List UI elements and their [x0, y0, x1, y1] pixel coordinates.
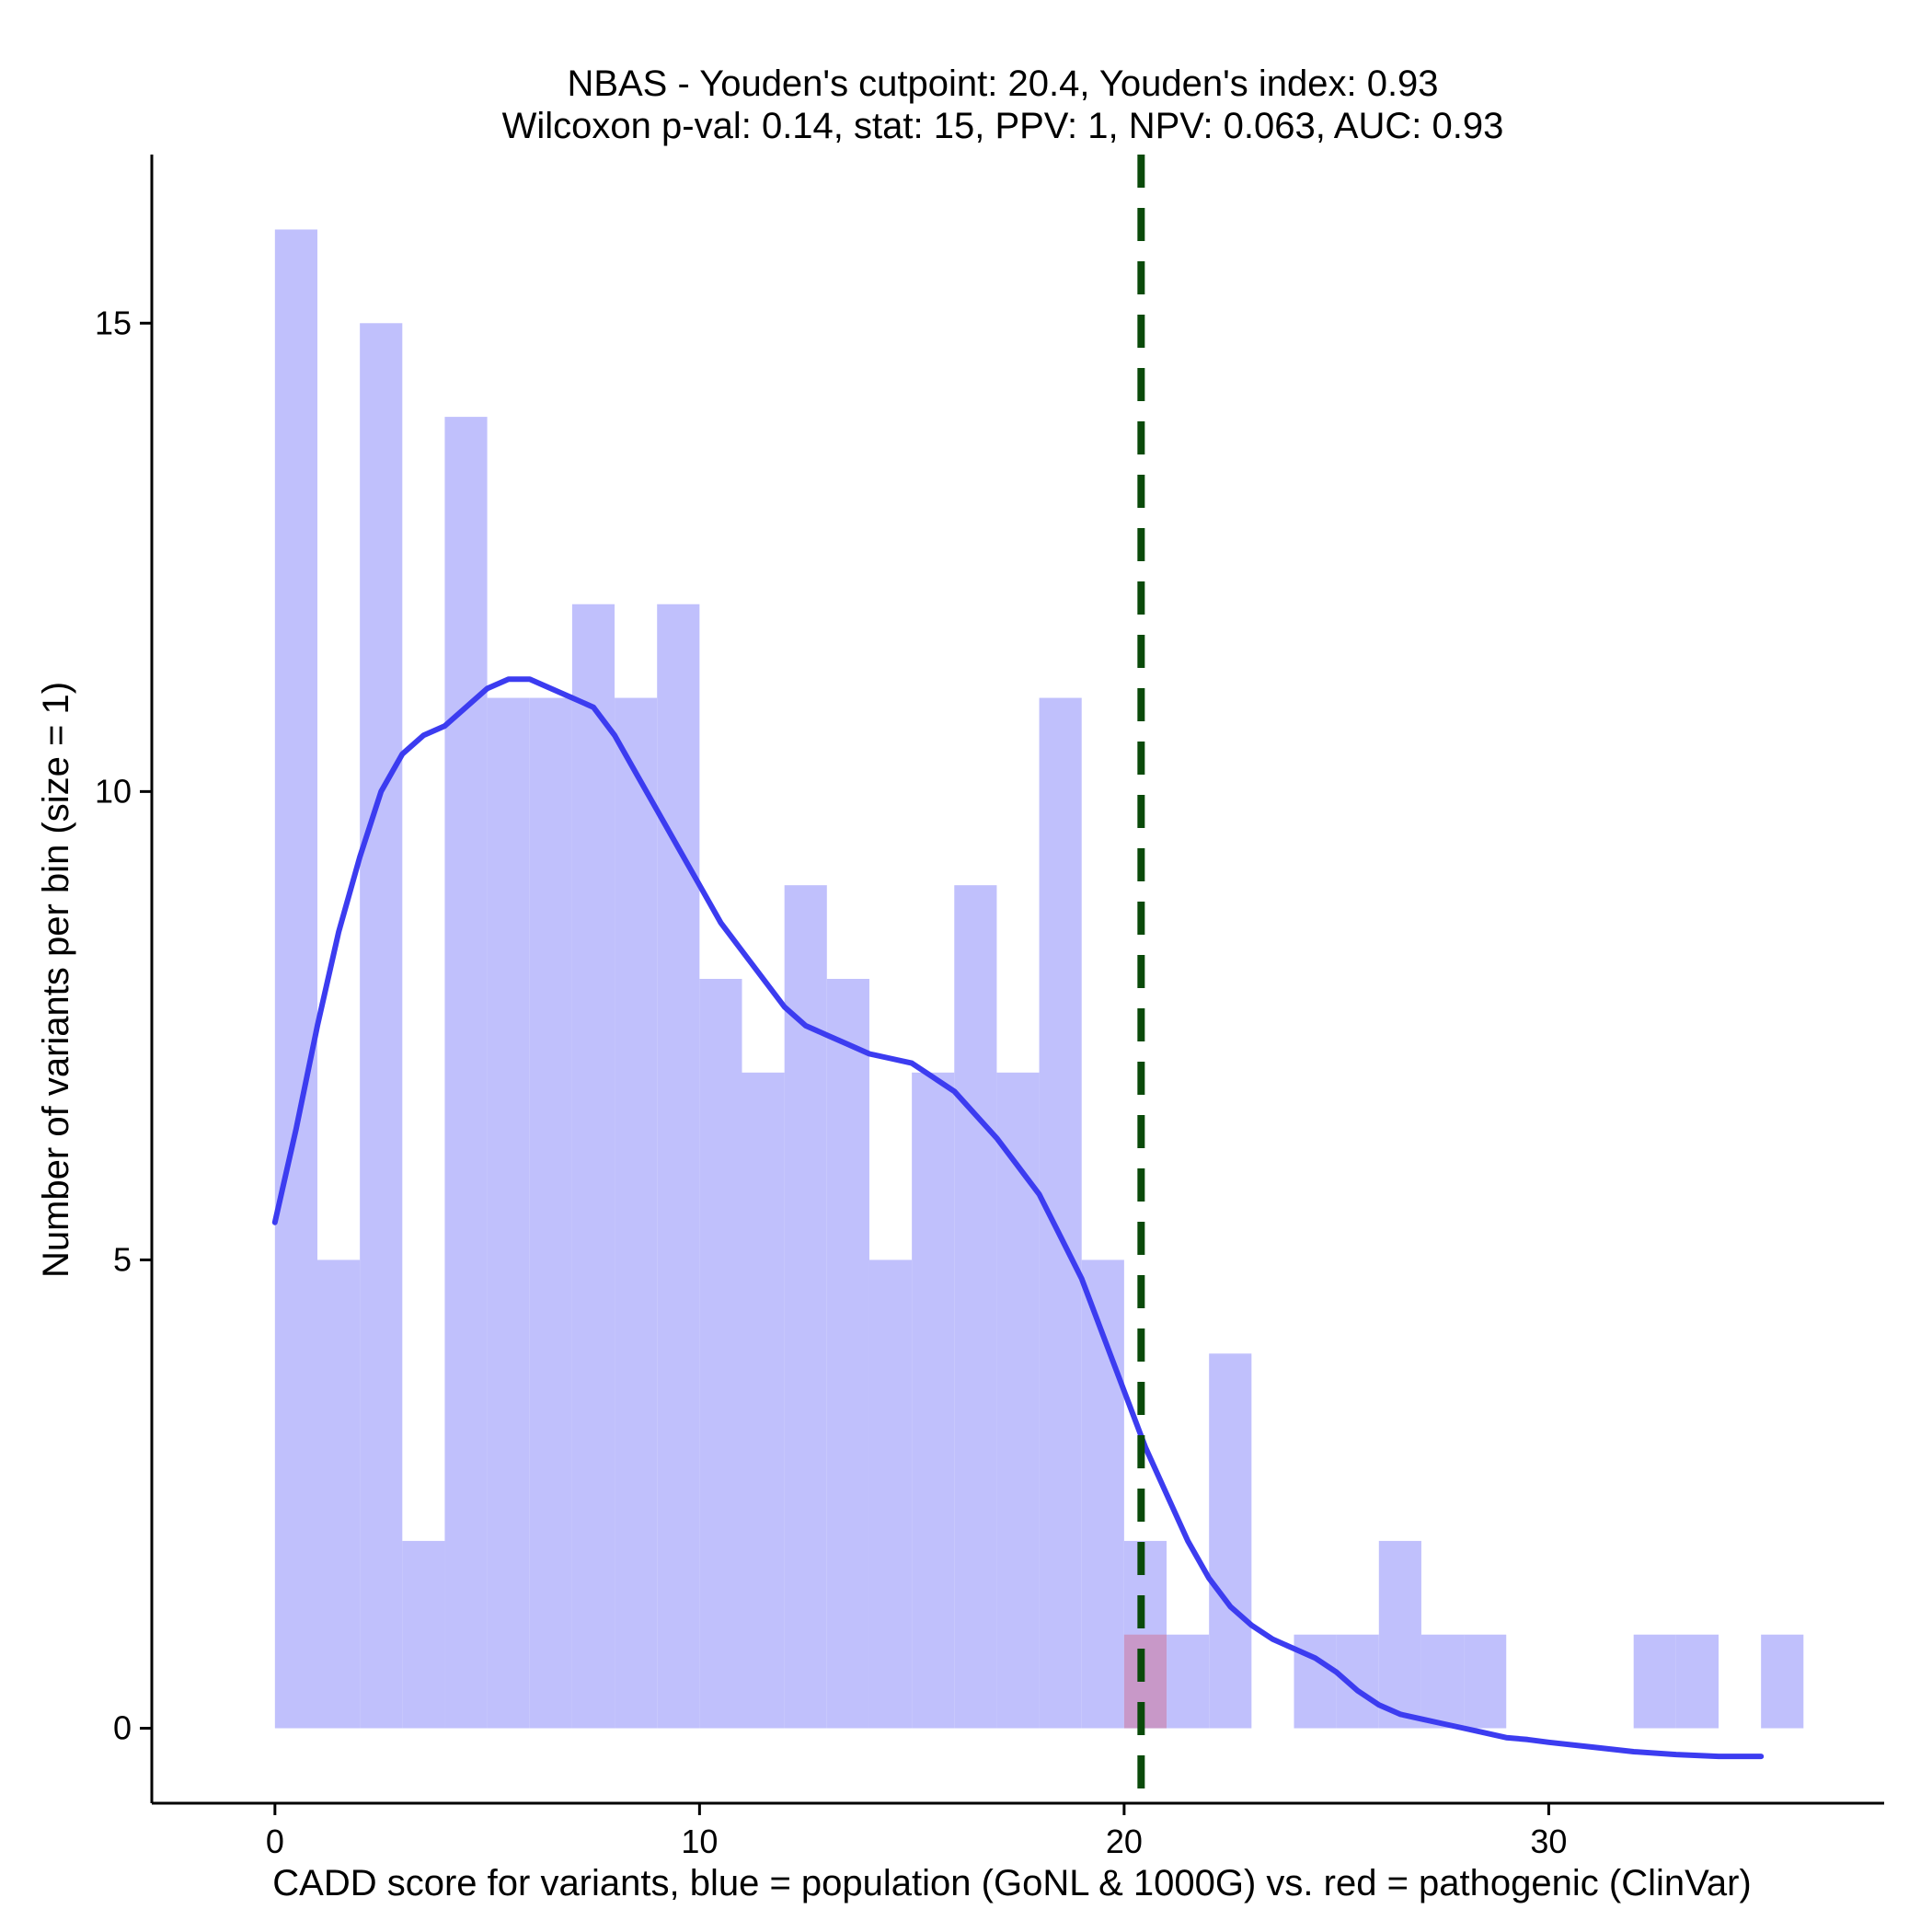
population-bar	[1378, 1540, 1421, 1729]
y-tick-label: 10	[95, 772, 132, 810]
population-bar	[1675, 1634, 1719, 1729]
y-tick-label: 15	[95, 304, 132, 341]
population-bar	[699, 979, 742, 1729]
population-bar	[529, 697, 572, 1729]
pathogenic-bars	[1123, 1634, 1167, 1729]
population-bar	[868, 1259, 913, 1729]
pathogenic-bar	[1123, 1634, 1167, 1729]
population-bar	[571, 604, 615, 1729]
x-tick-label: 30	[1530, 1823, 1567, 1860]
population-bar	[1209, 1353, 1252, 1729]
y-tick-label: 0	[113, 1709, 132, 1747]
chart-subtitle: Wilcoxon p-val: 0.14, stat: 15, PPV: 1, …	[502, 106, 1504, 146]
population-bar	[274, 229, 317, 1729]
population-bar	[742, 1072, 785, 1729]
population-bar	[826, 979, 869, 1729]
population-bar	[360, 323, 403, 1729]
population-bar	[316, 1259, 361, 1729]
x-axis-label: CADD score for variants, blue = populati…	[272, 1863, 1751, 1903]
x-tick-label: 10	[681, 1823, 718, 1860]
x-tick-label: 0	[266, 1823, 284, 1860]
population-bar	[954, 885, 997, 1729]
population-bar	[402, 1540, 445, 1729]
population-bar	[996, 1072, 1040, 1729]
y-tick-label: 5	[113, 1240, 132, 1278]
population-bar	[912, 1072, 955, 1729]
population-bar	[1336, 1634, 1379, 1729]
y-axis-ticks: 0 5 10 15	[95, 304, 152, 1747]
population-bars	[274, 229, 1804, 1729]
density-curve	[271, 676, 1765, 1760]
population-bar	[1420, 1634, 1465, 1729]
population-bar	[1167, 1634, 1210, 1729]
population-bar	[615, 697, 658, 1729]
population-bar	[1464, 1634, 1507, 1729]
population-bar	[1039, 697, 1082, 1729]
population-bar	[1761, 1634, 1804, 1729]
population-bar	[1633, 1634, 1676, 1729]
x-axis-ticks: 0 10 20 30	[266, 1803, 1567, 1860]
y-axis-label: Number of variants per bin (size = 1)	[36, 682, 76, 1278]
chart-title: NBAS - Youden's cutpoint: 20.4, Youden's…	[567, 63, 1438, 104]
population-bar	[487, 697, 530, 1729]
population-bar	[444, 417, 488, 1729]
x-tick-label: 20	[1106, 1823, 1143, 1860]
population-bar	[657, 604, 700, 1729]
